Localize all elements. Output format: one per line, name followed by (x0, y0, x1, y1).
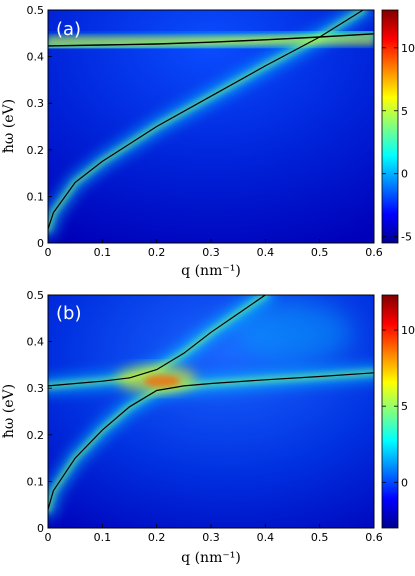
y-tick-label: 0.1 (27, 475, 45, 488)
colorbar-tick-label: 0 (401, 476, 408, 489)
x-tick-label: 0.6 (365, 531, 383, 544)
y-tick-label: 0.2 (27, 429, 45, 442)
anticrossing-hotspot (144, 375, 181, 388)
dispersion-curves (48, 295, 374, 510)
dispersion-curve (48, 295, 266, 387)
colorbar-tick-label: 10 (401, 324, 415, 337)
panel-label: (b) (56, 303, 81, 324)
y-tick-label: 0.4 (27, 51, 45, 64)
x-tick-label: 0 (45, 531, 52, 544)
panel-b: 0 0.1 0.2 0.3 0.4 0.5 0.600.10.20.30.40.5 (b) … (1, 289, 415, 566)
axis-ticks: 0 0.1 0.2 0.3 0.4 0.5 0.6 0 0.1 0.2 0.3 0.4 0.5 (27, 289, 383, 544)
x-tick-label: 0.4 (257, 531, 275, 544)
colorbar-ticks: 0 5 10 (382, 324, 415, 489)
panel-label: (a) (56, 19, 81, 40)
x-tick-label: 0.2 (148, 531, 166, 544)
y-tick-label: 0.5 (27, 289, 45, 302)
upper-branch-halo (232, 302, 353, 363)
y-tick-label: 0.3 (27, 97, 45, 110)
x-tick-label: 0.4 (257, 246, 275, 259)
y-tick-label: 0.1 (27, 190, 45, 203)
colorbar-ticks: -5 0 5 10 (382, 42, 415, 244)
colorbar-tick-label: 5 (401, 105, 408, 118)
dispersion-curve (48, 372, 374, 510)
x-tick-label: 0.3 (202, 246, 220, 259)
y-tick-label: 0.3 (27, 382, 45, 395)
axis-ticks: 0 0.1 0.2 0.3 0.4 0.5 0.6 0 0.1 0.2 0.3 0.4 0.5 (27, 4, 383, 259)
x-tick-label: 0.3 (202, 531, 220, 544)
colorbar-tick-label: 10 (401, 42, 415, 55)
x-tick-label: 0.5 (311, 246, 329, 259)
dispersion-curve (48, 10, 364, 230)
y-tick-label: 0 (37, 522, 44, 535)
y-tick-label: 0.2 (27, 144, 45, 157)
y-tick-label: 0.5 (27, 4, 45, 17)
x-tick-label: 0.6 (365, 246, 383, 259)
y-axis-label: ħω (eV) (1, 99, 17, 153)
flat-band-glow (48, 35, 374, 46)
x-axis-label: q (nm⁻¹) (181, 550, 241, 566)
panel-a: 0 0.1 0.2 0.3 0.4 0.5 0.600.10.20.30.40.5 (a) … (1, 4, 415, 279)
colorbar (381, 294, 399, 529)
colorbar-tick-label: 5 (401, 400, 408, 413)
x-tick-label: 0.1 (94, 246, 112, 259)
colorbar-tick-label: 0 (401, 168, 408, 181)
y-axis-label: ħω (eV) (1, 384, 17, 438)
x-tick-label: 0 (45, 246, 52, 259)
colorbar (381, 9, 399, 244)
y-tick-label: 0 (37, 237, 44, 250)
x-tick-label: 0.1 (94, 531, 112, 544)
colorbar-tick-label: -5 (401, 231, 412, 244)
x-tick-label: 0.2 (148, 246, 166, 259)
x-tick-label: 0.5 (311, 531, 329, 544)
x-axis-label: q (nm⁻¹) (181, 263, 241, 279)
dispersion-curves (48, 10, 374, 230)
y-tick-label: 0.4 (27, 336, 45, 349)
